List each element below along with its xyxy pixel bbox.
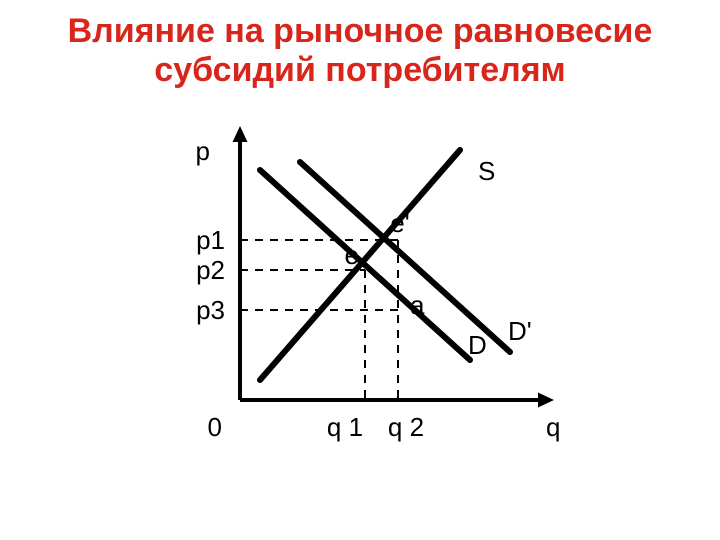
q2-label: q 2 xyxy=(388,412,424,442)
demand-label: D xyxy=(468,330,487,360)
p-axis-label: p xyxy=(196,136,210,166)
p1-label: p1 xyxy=(196,225,225,255)
demand-prime-label: D' xyxy=(508,316,532,346)
p2-label: p2 xyxy=(196,255,225,285)
q1-label: q 1 xyxy=(327,412,363,442)
demand-prime-curve xyxy=(300,162,510,352)
e-prime-point-label: e' xyxy=(390,208,409,238)
title-line-1: Влияние на рыночное равновесие xyxy=(0,12,720,51)
slide-title: Влияние на рыночное равновесие субсидий … xyxy=(0,0,720,90)
supply-label: S xyxy=(478,156,495,186)
supply-demand-diagram: p p1p2 p3 0 q 1 q 2 q S D D' e e' a xyxy=(110,90,610,470)
e-point-label: e xyxy=(345,240,359,270)
supply-curve xyxy=(260,150,460,380)
chart-container: p p1p2 p3 0 q 1 q 2 q S D D' e e' a xyxy=(0,90,720,470)
a-point-label: a xyxy=(410,290,425,320)
p3-label: p3 xyxy=(196,295,225,325)
origin-label: 0 xyxy=(208,412,222,442)
x-axis-arrow-icon xyxy=(538,393,554,408)
title-line-2: субсидий потребителям xyxy=(0,51,720,90)
q-axis-label: q xyxy=(546,412,560,442)
y-axis-arrow-icon xyxy=(233,126,248,142)
